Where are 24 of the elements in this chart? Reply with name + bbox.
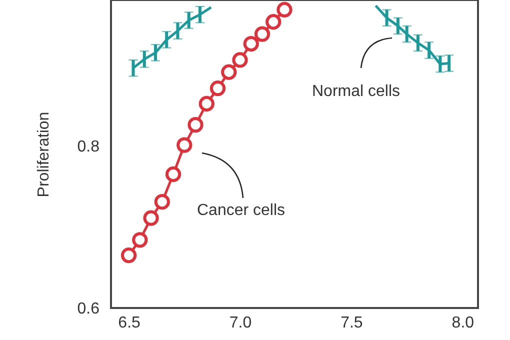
- point: [165, 166, 182, 182]
- x-tick-label: 7.5: [340, 314, 363, 332]
- x-tick-label: 8.0: [452, 314, 474, 332]
- point: [254, 26, 270, 42]
- y-tick-label: 0.8: [77, 138, 100, 156]
- point: [243, 36, 259, 52]
- point: [198, 96, 214, 112]
- x-tick-label: 7.0: [229, 314, 252, 332]
- annotation: Cancer cells: [197, 202, 286, 220]
- point: [188, 117, 204, 133]
- point: [210, 80, 226, 96]
- point: [132, 232, 148, 248]
- y-axis-title: Proliferation: [35, 112, 52, 198]
- point: [232, 52, 248, 68]
- point: [176, 137, 192, 153]
- point: [154, 194, 170, 210]
- x-tick-label: 6.5: [118, 314, 141, 332]
- y-tick-label: 0.6: [77, 300, 100, 318]
- point: [276, 2, 292, 18]
- point: [143, 210, 159, 226]
- point: [266, 14, 282, 30]
- point: [221, 64, 237, 80]
- annotation: Normal cells: [312, 83, 400, 101]
- point: [120, 248, 137, 264]
